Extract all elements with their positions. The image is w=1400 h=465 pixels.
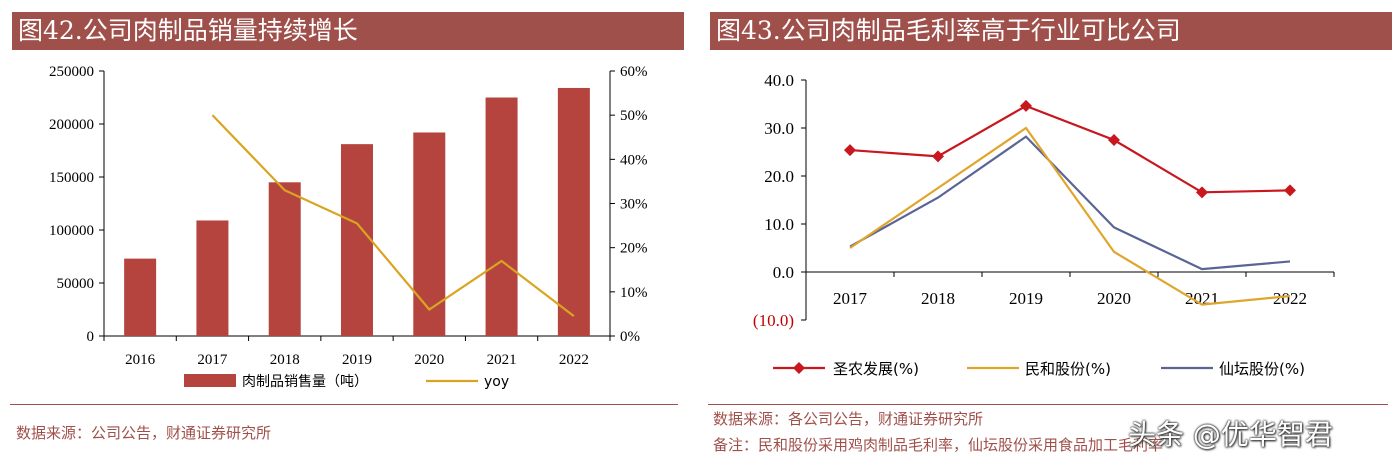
right-chart: 40.0 30.0 20.0 10.0 0.0 (10.0) 2017 2018 2019 202… [753,71,1335,378]
right-chart-title: 图43.公司肉制品毛利率高于行业可比公司 [710,12,1392,50]
left-chart: 250000 200000 150000 100000 50000 0 60% 50% 40% 3… [49,64,648,390]
right-divider [708,404,1388,405]
legend-label: 仙坛股份(%) [1219,360,1305,378]
series-line-1 [849,126,1291,306]
y-tick-label: 10.0 [764,215,794,234]
x-tick-label: 2018 [921,289,955,308]
x-tick-label: 2021 [487,352,517,368]
legend-label: 圣农发展(%) [833,360,919,378]
legend-bar-swatch [184,374,236,387]
x-tick-label: 2022 [559,352,589,368]
left-divider [10,404,678,405]
y-tick-label: 40.0 [764,71,794,90]
sales-bar [124,258,157,336]
sales-bar [268,182,301,336]
sales-bar [557,87,590,337]
x-tick-label: 2020 [414,352,444,368]
left-y-tick-label: 50000 [57,276,95,292]
legend-label: 民和股份(%) [1025,360,1111,378]
watermark: 头条 @优华智君 [1128,418,1333,451]
yoy-line [211,114,575,317]
series-line-0 [849,104,1291,194]
left-y-tick-label: 150000 [49,170,94,186]
right-y-tick-label: 20% [620,241,648,257]
right-y-tick-label: 60% [620,64,648,80]
x-tick-label: 2020 [1097,289,1131,308]
left-panel: 图42.公司肉制品销量持续增长 250000 200000 150000 100000… [0,0,688,465]
left-y-tick-label: 250000 [49,64,94,80]
series-marker [1196,186,1208,199]
x-tick-label: 2017 [833,289,868,308]
legend-marker [793,362,805,374]
series-marker [1284,184,1296,197]
x-tick-label: 2018 [270,352,300,368]
x-tick-label: 2017 [197,352,228,368]
left-y-tick-label: 100000 [49,223,94,239]
x-tick-label: 2019 [342,352,372,368]
right-panel: 图43.公司肉制品毛利率高于行业可比公司 40.0 30.0 20.0 10.0 0.0… [705,0,1400,465]
right-note: 备注：民和股份采用鸡肉制品毛利率，仙坛股份采用食品加工毛利率 [713,436,1164,454]
right-y-tick-label: 0% [620,329,640,345]
sales-bar [485,97,518,336]
y-tick-label: 30.0 [764,119,794,138]
left-source: 数据来源：公司公告，财通证券研究所 [16,424,272,442]
y-tick-label: (10.0) [753,311,794,330]
right-y-tick-label: 10% [620,285,648,301]
series-marker [844,144,856,157]
series-marker [1108,134,1120,146]
right-y-tick-label: 40% [620,152,648,168]
sales-bar [341,144,373,336]
series-marker [1020,99,1032,112]
right-y-tick-label: 30% [620,197,648,213]
x-tick-label: 2019 [1009,289,1043,308]
series-marker [932,150,944,163]
left-y-tick-label: 0 [87,329,95,345]
legend-yoy-label: yoy [484,374,509,390]
legend-bar-label: 肉制品销售量（吨） [242,374,368,390]
right-y-tick-label: 50% [620,108,648,124]
left-chart-title: 图42.公司肉制品销量持续增长 [12,12,684,50]
x-tick-label: 2016 [125,352,156,368]
series-line-2 [849,135,1291,271]
y-tick-label: 20.0 [764,167,794,186]
left-y-tick-label: 200000 [49,117,94,133]
x-tick-label: 2022 [1273,289,1307,308]
right-source: 数据来源：各公司公告，财通证券研究所 [713,410,984,428]
y-tick-label: 0.0 [773,263,794,282]
sales-bar [413,132,446,336]
sales-bar [196,220,229,336]
